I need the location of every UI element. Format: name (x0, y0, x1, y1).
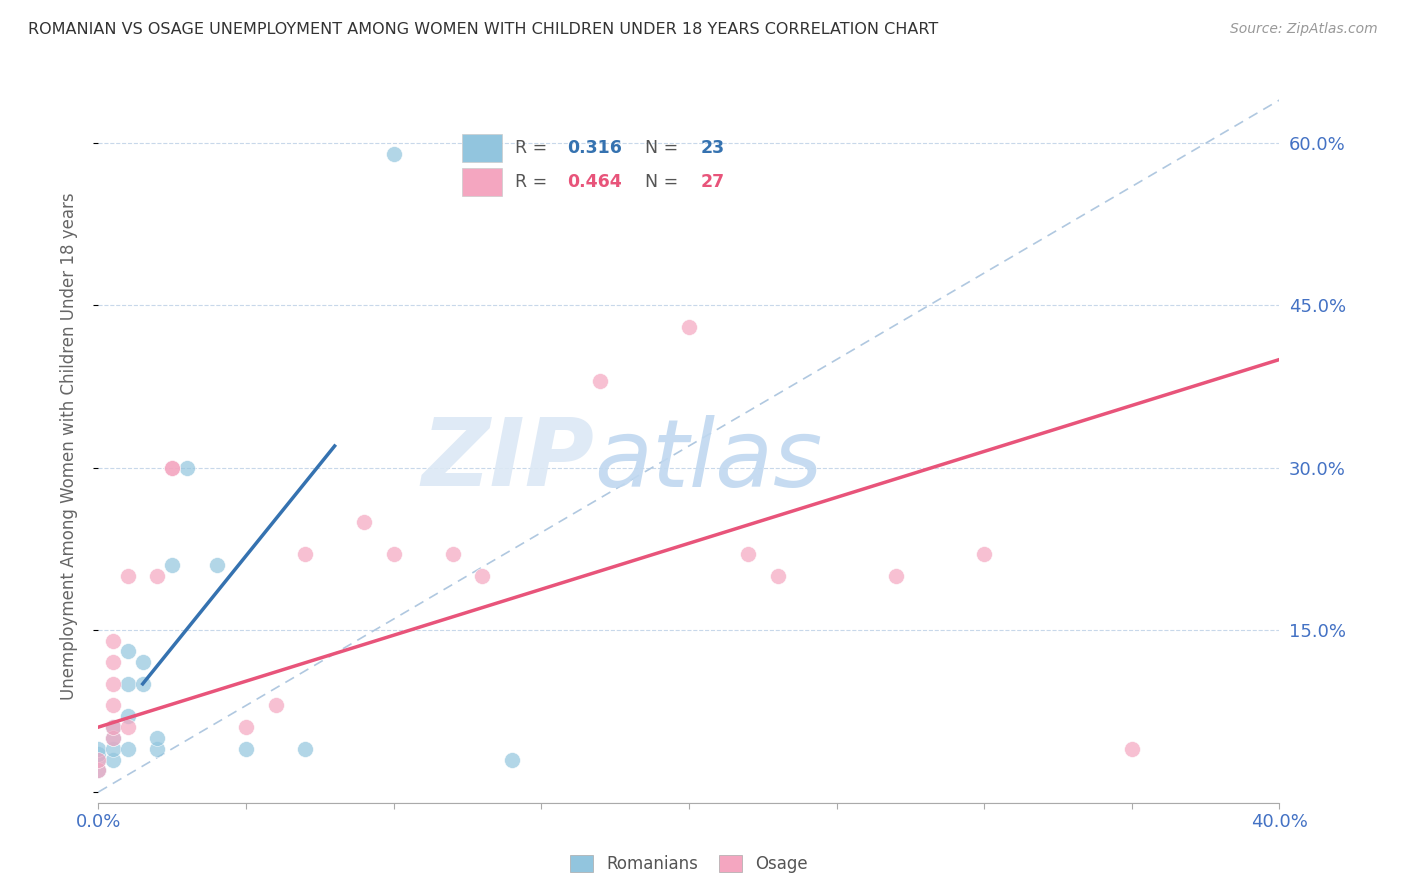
Point (589, 374, 612, 388)
Point (87, 764, 110, 778)
Point (87, 753, 110, 767)
Point (146, 741, 169, 756)
Point (87, 747, 110, 761)
Point (737, 547, 759, 561)
Point (441, 547, 464, 561)
Point (117, 741, 139, 756)
Point (205, 558, 228, 572)
Point (162, 460, 183, 475)
Point (103, 720, 125, 734)
Text: R =: R = (515, 173, 553, 191)
Point (678, 320, 700, 334)
Point (884, 568, 907, 582)
Point (235, 720, 257, 734)
FancyBboxPatch shape (463, 135, 502, 161)
Point (162, 460, 183, 475)
Text: 0.464: 0.464 (567, 173, 621, 191)
Point (973, 547, 995, 561)
Text: ZIP: ZIP (422, 414, 595, 507)
Point (176, 460, 198, 475)
Text: atlas: atlas (595, 415, 823, 506)
Point (1121, 741, 1143, 756)
Point (146, 731, 169, 745)
Point (766, 568, 789, 582)
FancyBboxPatch shape (463, 169, 502, 196)
Point (87, 741, 110, 756)
Point (117, 720, 139, 734)
Point (294, 547, 316, 561)
Point (162, 558, 183, 572)
Text: ROMANIAN VS OSAGE UNEMPLOYMENT AMONG WOMEN WITH CHILDREN UNDER 18 YEARS CORRELAT: ROMANIAN VS OSAGE UNEMPLOYMENT AMONG WOM… (28, 22, 938, 37)
Point (353, 515, 375, 529)
Point (87, 753, 110, 767)
Point (103, 655, 125, 669)
Point (103, 731, 125, 745)
Point (87, 764, 110, 778)
Point (103, 753, 125, 767)
Text: 27: 27 (700, 173, 724, 191)
Point (501, 753, 523, 767)
Text: Source: ZipAtlas.com: Source: ZipAtlas.com (1230, 22, 1378, 37)
Point (117, 709, 139, 723)
Point (294, 741, 316, 756)
Point (103, 741, 125, 756)
Point (146, 568, 169, 582)
Point (103, 720, 125, 734)
Point (132, 677, 155, 691)
Point (471, 568, 494, 582)
Point (264, 698, 287, 713)
Text: 23: 23 (700, 139, 724, 157)
Text: R =: R = (515, 139, 553, 157)
Text: 0.316: 0.316 (567, 139, 621, 157)
Point (117, 677, 139, 691)
Point (103, 698, 125, 713)
Point (382, 547, 405, 561)
Legend: Romanians, Osage: Romanians, Osage (564, 848, 814, 880)
Point (103, 677, 125, 691)
Y-axis label: Unemployment Among Women with Children Under 18 years: Unemployment Among Women with Children U… (59, 192, 77, 700)
Point (117, 568, 139, 582)
Point (235, 741, 257, 756)
Point (132, 655, 155, 669)
Point (103, 633, 125, 648)
Text: N =: N = (644, 139, 683, 157)
Text: N =: N = (644, 173, 683, 191)
Point (382, 147, 405, 161)
Point (103, 731, 125, 745)
Point (117, 644, 139, 658)
